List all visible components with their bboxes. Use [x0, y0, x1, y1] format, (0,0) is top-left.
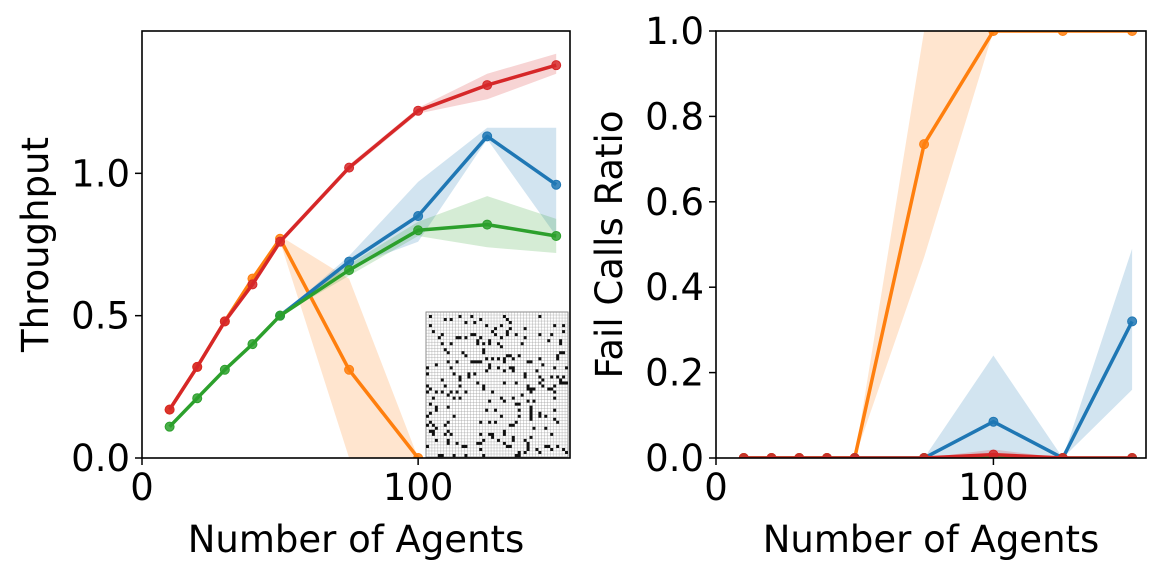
point-red-150 [551, 60, 562, 71]
point-green-20 [192, 393, 203, 404]
point-red-100 [988, 449, 999, 458]
point-red-30 [794, 453, 805, 458]
point-red-125 [482, 80, 493, 91]
x-tick-label: 100 [383, 466, 454, 509]
band-blue [280, 127, 557, 316]
point-red-125 [1057, 453, 1068, 458]
point-green-30 [219, 364, 230, 375]
point-orange-125 [1057, 31, 1068, 36]
point-red-30 [219, 316, 230, 327]
y-tick-label: 0.6 [645, 181, 704, 224]
point-orange-100 [413, 453, 424, 458]
point-blue-150 [551, 179, 562, 190]
y-tick-label: 0.2 [645, 352, 704, 395]
y-tick-label: 0.4 [645, 266, 704, 309]
fail-calls-panel: 0 100 0.0 0.2 0.4 0.6 0.8 1.0 Number of Agents Fa… [588, 10, 1147, 561]
y-tick-label: 0.8 [645, 95, 704, 138]
x-tick-label: 100 [958, 466, 1029, 509]
point-green-10 [164, 421, 175, 432]
point-blue-75 [344, 256, 355, 267]
band-orange [169, 236, 419, 458]
band-orange [743, 31, 1133, 458]
y-tick-label: 0.0 [645, 437, 704, 480]
x-tick-label: 0 [704, 466, 728, 509]
y-tick-label: 1.0 [645, 10, 704, 53]
point-green-125 [482, 219, 493, 230]
point-red-100 [413, 105, 424, 116]
point-red-75 [919, 453, 930, 458]
plot-area [164, 53, 569, 458]
x-tick-label: 0 [130, 466, 154, 509]
point-blue-100 [988, 416, 999, 427]
point-red-50 [849, 453, 860, 458]
axes-frame [715, 30, 1147, 459]
point-red-10 [164, 404, 175, 415]
point-red-150 [1127, 453, 1138, 458]
y-axis-label: Fail Calls Ratio [588, 111, 631, 379]
point-green-50 [275, 310, 286, 321]
y-axis-label: Throughput [14, 137, 57, 353]
point-blue-150 [1127, 316, 1138, 327]
point-green-100 [413, 225, 424, 236]
point-blue-100 [413, 211, 424, 222]
point-orange-75 [344, 364, 355, 375]
point-red-40 [247, 279, 258, 290]
point-orange-75 [919, 139, 930, 150]
point-red-50 [275, 236, 286, 247]
inset-obstacles [426, 315, 568, 457]
line-red [743, 452, 1133, 458]
point-red-10 [738, 453, 749, 458]
throughput-panel: 0 100 0.0 0.5 1.0 Number of Agents Throughput [14, 30, 571, 561]
point-green-75 [344, 265, 355, 276]
y-tick-label: 0.5 [71, 295, 130, 338]
band-blue [854, 248, 1133, 458]
point-red-20 [192, 361, 203, 372]
point-blue-125 [482, 131, 493, 142]
point-green-40 [247, 339, 258, 350]
point-green-150 [551, 230, 562, 241]
point-orange-150 [1127, 31, 1138, 36]
point-red-40 [821, 453, 832, 458]
point-red-20 [766, 453, 777, 458]
x-axis-label: Number of Agents [188, 518, 525, 561]
inset-grid-map [425, 311, 569, 458]
point-orange-100 [988, 31, 999, 36]
x-axis-label: Number of Agents [763, 518, 1100, 561]
axes-frame [141, 30, 571, 459]
point-red-75 [344, 162, 355, 173]
y-tick-label: 1.0 [71, 152, 130, 195]
band-green [169, 196, 557, 427]
plot-area [738, 31, 1138, 458]
y-tick-label: 0.0 [71, 437, 130, 480]
